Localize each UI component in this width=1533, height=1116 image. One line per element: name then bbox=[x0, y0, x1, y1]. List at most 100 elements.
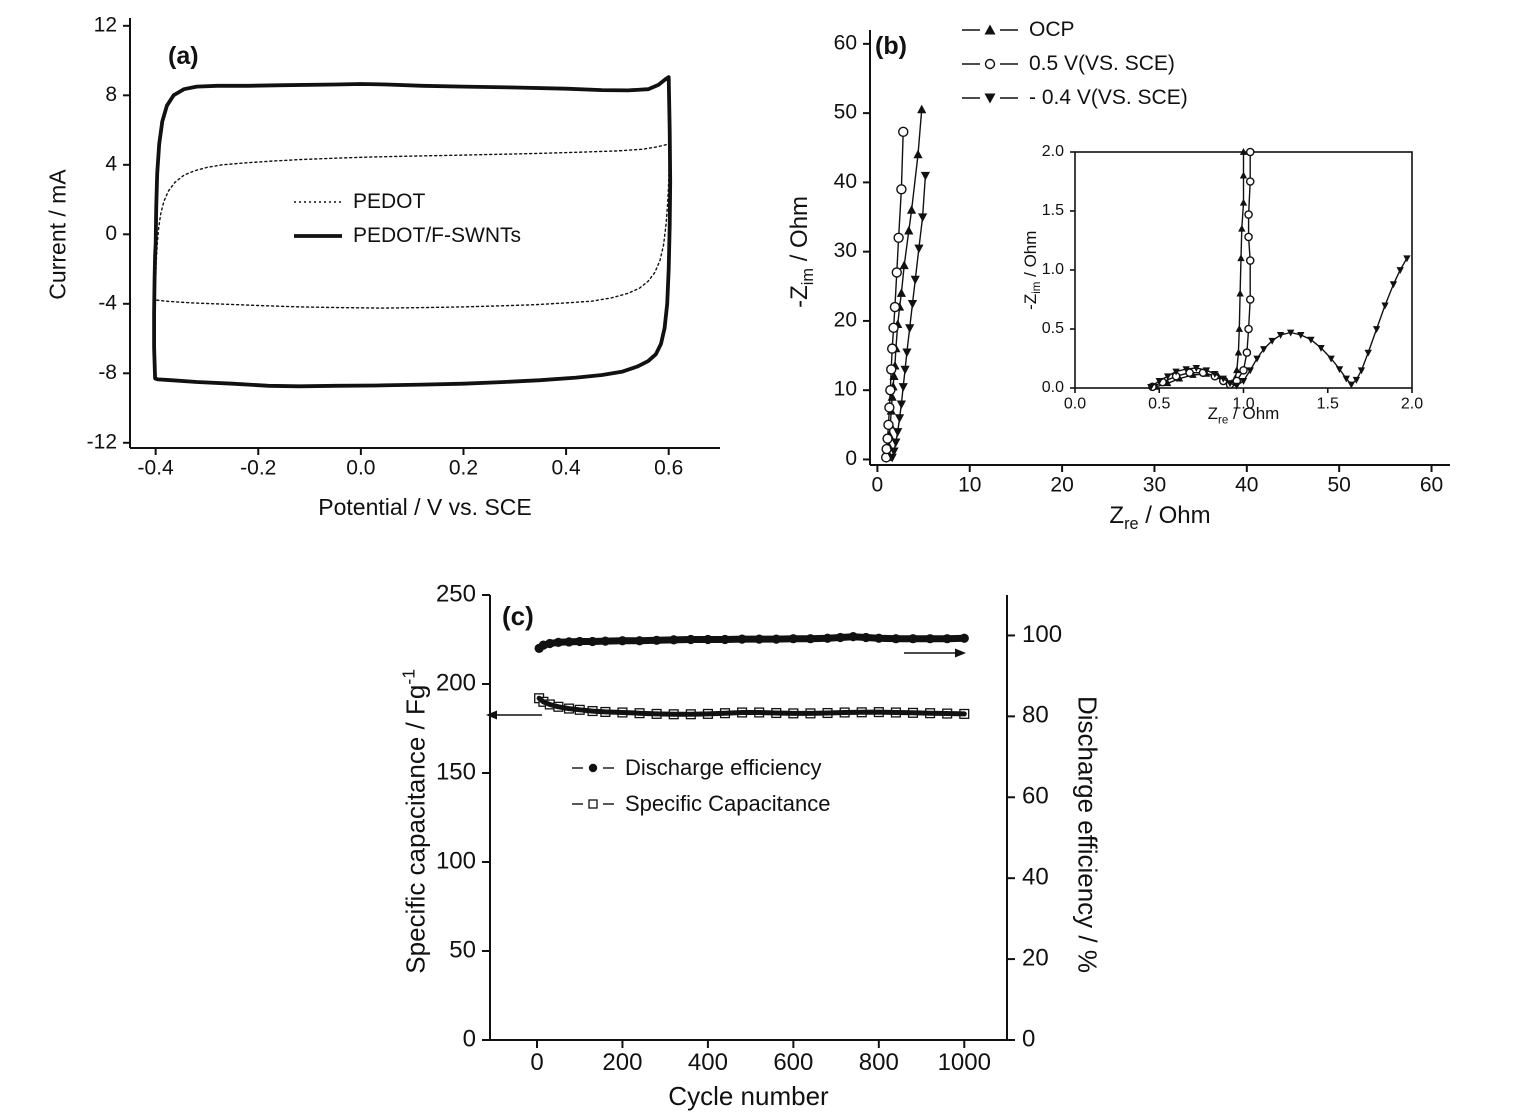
marker-triangle-down bbox=[1246, 367, 1254, 375]
legend-item-discharge-efficiency: Discharge efficiency bbox=[570, 755, 830, 781]
marker-circle-open bbox=[1245, 256, 1255, 265]
marker-circle-open bbox=[1245, 177, 1255, 186]
marker-triangle-down bbox=[905, 324, 915, 333]
triangle-up-marker-icon bbox=[962, 24, 1018, 35]
y-tick-label: 0.0 bbox=[1042, 379, 1064, 396]
y-tick-label: 12 bbox=[94, 13, 117, 36]
marker-triangle-up bbox=[1236, 289, 1244, 297]
marker-triangle-down bbox=[920, 171, 931, 181]
inset-xlabel-main: Z bbox=[1207, 404, 1219, 423]
marker-circle-filled bbox=[600, 636, 610, 646]
x-tick-label: 0.0 bbox=[346, 456, 375, 479]
y-tick-label: 250 bbox=[436, 580, 476, 607]
marker-circle-filled bbox=[959, 633, 969, 643]
y2-tick-label: 100 bbox=[1022, 621, 1062, 648]
marker-triangle-up bbox=[1233, 366, 1241, 374]
y-tick-label: 50 bbox=[834, 101, 857, 124]
legend-item-pedot-fswnts: PEDOT/F-SWNTs bbox=[292, 224, 521, 248]
y-tick-label: 10 bbox=[834, 378, 857, 401]
marker-circle-filled bbox=[788, 634, 798, 644]
marker-triangle-up bbox=[1234, 348, 1243, 356]
panel-a-ylabel: Current / mA bbox=[44, 169, 71, 300]
marker-circle-open bbox=[1244, 324, 1253, 334]
marker-triangle-down bbox=[1381, 302, 1389, 310]
marker-triangle-down bbox=[894, 414, 905, 423]
x-tick-label: -0.2 bbox=[240, 456, 276, 479]
marker-circle-open bbox=[883, 419, 894, 431]
marker-circle-filled bbox=[545, 638, 555, 649]
marker-circle-filled bbox=[669, 635, 679, 645]
marker-triangle-down bbox=[1233, 382, 1241, 390]
y-tick-label: 40 bbox=[834, 170, 857, 193]
marker-circle-filled bbox=[874, 633, 884, 643]
y-tick-label: 30 bbox=[834, 239, 857, 262]
x-tick-label: 20 bbox=[1050, 473, 1073, 496]
marker-circle-filled bbox=[908, 634, 918, 644]
inset-ylabel-rest: / Ohm bbox=[1020, 230, 1040, 282]
marker-triangle-up bbox=[889, 371, 899, 380]
y-tick-label: -4 bbox=[98, 291, 117, 314]
marker-triangle-up bbox=[899, 260, 909, 270]
marker-triangle-down bbox=[887, 453, 897, 463]
panel-c-ylabel-left: Specific capacitance / Fg-1 bbox=[399, 561, 432, 1081]
marker-circle-filled bbox=[553, 637, 563, 647]
marker-triangle-up bbox=[913, 149, 923, 159]
panel-c-xlabel: Cycle number bbox=[668, 1081, 829, 1111]
marker-triangle-down bbox=[893, 428, 903, 437]
marker-circle-filled bbox=[617, 636, 628, 646]
marker-triangle-down bbox=[1396, 267, 1404, 274]
xlabel-rest: / Ohm bbox=[1138, 502, 1211, 529]
xlabel-subscript: re bbox=[1124, 514, 1139, 533]
marker-triangle-down bbox=[1347, 381, 1356, 389]
marker-triangle-down bbox=[918, 213, 928, 223]
marker-triangle-down bbox=[1202, 367, 1211, 375]
marker-triangle-down bbox=[1260, 346, 1268, 354]
legend-item-pedot: PEDOT bbox=[292, 190, 521, 214]
marker-triangle-up bbox=[1239, 148, 1248, 155]
marker-triangle-down bbox=[898, 383, 908, 392]
ylabel-main: -Z bbox=[786, 285, 814, 308]
marker-circle-filled bbox=[891, 634, 901, 644]
x-tick-label: 400 bbox=[688, 1049, 728, 1076]
legend-label-specific-capacitance: Specific Capacitance bbox=[625, 791, 831, 816]
marker-triangle-up bbox=[904, 225, 914, 235]
marker-circle-filled bbox=[652, 635, 662, 645]
panel-b-label: (b) bbox=[875, 32, 907, 60]
marker-circle-open bbox=[884, 402, 895, 413]
marker-triangle-down bbox=[1307, 336, 1315, 344]
marker-triangle-down bbox=[1268, 337, 1276, 345]
marker-triangle-down bbox=[1276, 332, 1285, 339]
panel-c-legend: Discharge efficiency Specific Capacitanc… bbox=[570, 755, 830, 827]
marker-circle-filled bbox=[861, 632, 871, 643]
x-tick-label: 800 bbox=[859, 1049, 899, 1076]
panel-a: -0.4 -0.2 0.0 0.2 0.4 0.6 -12 -8 -4 0 4 8 12 (a) Pot… bbox=[30, 0, 750, 560]
x-tick-label: 0 bbox=[872, 473, 884, 496]
legend-label-05v: 0.5 V(VS. SCE) bbox=[1029, 52, 1175, 75]
y-tick-label: 1.5 bbox=[1042, 202, 1064, 219]
legend-item-specific-capacitance: Specific Capacitance bbox=[570, 791, 830, 817]
marker-triangle-down bbox=[1357, 367, 1366, 375]
x-tick-label: 10 bbox=[958, 473, 981, 496]
ylabel-left-superscript: -1 bbox=[398, 668, 419, 685]
dotted-line-sample-icon bbox=[294, 201, 342, 203]
marker-triangle-down bbox=[1192, 365, 1200, 372]
marker-triangle-down bbox=[896, 400, 907, 410]
marker-triangle-down bbox=[902, 348, 912, 358]
x-tick-label: -0.4 bbox=[138, 456, 175, 479]
panel-c-ylabel-right: Discharge efficiency / % bbox=[1072, 696, 1103, 973]
circle-filled-marker-icon bbox=[572, 763, 614, 773]
circle-open-marker-icon bbox=[962, 58, 1018, 70]
marker-triangle-up bbox=[906, 205, 917, 214]
chart-group-a: -0.4 -0.2 0.0 0.2 0.4 0.6 -12 -8 -4 0 4 8 12 bbox=[87, 13, 720, 479]
y-tick-label: 150 bbox=[436, 758, 476, 785]
marker-circle-open bbox=[888, 322, 899, 334]
marker-triangle-down bbox=[1226, 380, 1234, 388]
marker-triangle-down bbox=[1155, 378, 1163, 385]
marker-triangle-up bbox=[1235, 325, 1243, 332]
square-open-marker-icon bbox=[572, 799, 614, 809]
axis-pointer-arrowhead bbox=[486, 710, 497, 720]
marker-triangle-down bbox=[1147, 383, 1155, 391]
marker-circle-open bbox=[889, 301, 901, 313]
panel-b: 0 10 20 30 40 50 60 0 10 20 30 40 50 60 0.0 0.5 1.0 1.5 2.… bbox=[780, 0, 1533, 560]
y2-tick-label: 80 bbox=[1022, 702, 1049, 729]
